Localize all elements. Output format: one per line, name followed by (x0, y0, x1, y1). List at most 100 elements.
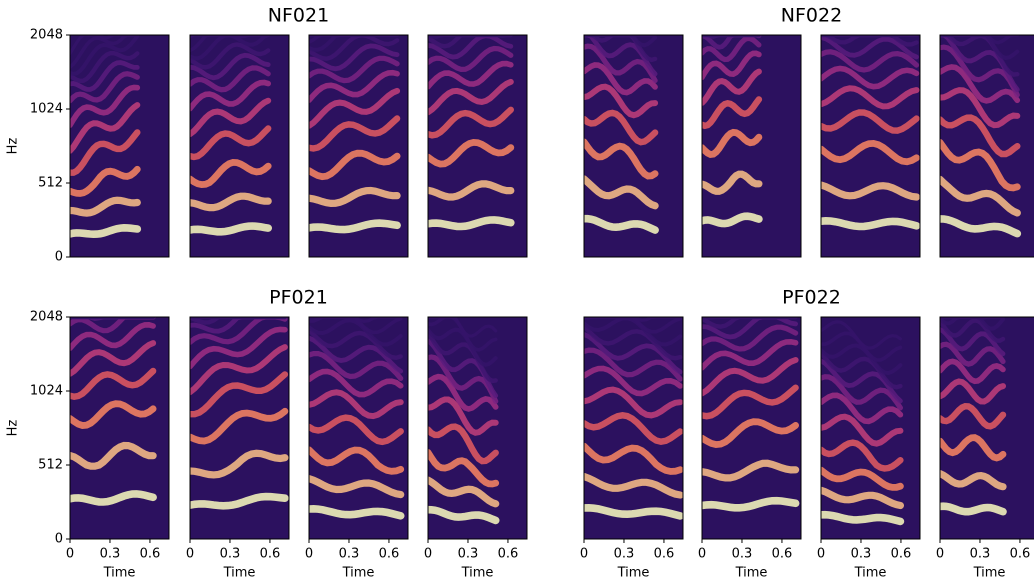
spectrogram-band (702, 50, 762, 81)
spectrogram-band (428, 423, 499, 465)
spectrogram-band (428, 396, 499, 436)
spectrogram-band (70, 71, 140, 104)
spectrogram-band (190, 449, 289, 479)
spectrogram-band (428, 373, 499, 412)
spectrogram-band (940, 402, 1007, 430)
x-tick-label: 0.3 (458, 547, 479, 562)
x-tick-label: 0 (186, 547, 194, 562)
spectrogram-band (940, 175, 1021, 217)
spectrogram-band (190, 344, 288, 396)
spectrogram-band (70, 60, 140, 92)
spectrogram-band (702, 128, 763, 159)
spectrogram-band (821, 181, 920, 201)
spectrogram-band (428, 60, 514, 90)
spectrogram (70, 317, 169, 539)
spectrogram-band (70, 367, 157, 400)
spectrogram-band (821, 49, 920, 73)
y-tick-label: 2048 (30, 28, 63, 43)
spectrogram-band (190, 371, 289, 418)
axes-frame (701, 316, 802, 540)
x-tick-label: 0.6 (140, 547, 161, 562)
spectrogram-band (428, 330, 498, 384)
x-axis-label: Time (735, 566, 768, 581)
spectrogram-band (70, 321, 156, 351)
x-tick-label: 0.6 (654, 547, 675, 562)
spectrogram-band (309, 368, 404, 398)
spectrogram-band (428, 138, 515, 168)
spectrogram-band (940, 215, 1022, 238)
spectrogram-band (584, 386, 683, 419)
spectrogram-band (309, 351, 404, 381)
x-tick-label: 0.3 (614, 547, 635, 562)
spectrogram-band (584, 503, 683, 520)
x-tick-label: 0.3 (100, 547, 121, 562)
spectrogram-band (584, 442, 683, 475)
spectrogram-band (821, 413, 904, 447)
spectrogram-band (940, 327, 1006, 357)
spectrogram-band (428, 354, 499, 404)
spectrogram-band (940, 502, 1007, 516)
spectrogram-band (309, 55, 400, 84)
x-axis-label: Time (854, 566, 887, 581)
spectrogram-band (309, 318, 403, 347)
spectrogram (309, 317, 408, 539)
spectrogram-band (821, 109, 920, 134)
spectrogram-band (309, 328, 403, 361)
spectrogram-band (940, 317, 1005, 331)
spectrogram-band (428, 449, 500, 488)
spectrogram-band (702, 459, 800, 482)
spectrogram-band (309, 389, 404, 420)
spectrogram (702, 35, 801, 257)
x-axis-label: Time (461, 566, 494, 581)
x-tick-label: 0.3 (732, 547, 753, 562)
spectrogram-band (428, 45, 514, 73)
chart-title: PF022 (782, 287, 841, 309)
chart-title: PF021 (269, 287, 328, 309)
spectrogram-band (309, 87, 401, 129)
spectrogram-band (309, 414, 404, 446)
x-tick-label: 0.3 (970, 547, 991, 562)
y-axis-label: Hz (6, 138, 21, 155)
axes-frame (583, 316, 684, 540)
spectrogram-band (702, 357, 799, 397)
axes-frame (939, 316, 1034, 540)
spectrogram-band (940, 35, 1020, 45)
x-tick-label: 0.3 (220, 547, 241, 562)
x-tick-label: 0.6 (260, 547, 281, 562)
spectrogram-band (821, 510, 905, 526)
spectrogram-band (70, 84, 141, 128)
spectrogram-band (309, 149, 401, 181)
spectrogram-band (821, 392, 904, 425)
spectrogram-band (584, 365, 683, 397)
spectrogram-band (428, 476, 500, 508)
spectrogram-band (940, 64, 1021, 104)
x-axis-label: Time (973, 566, 1006, 581)
spectrogram (821, 317, 920, 539)
spectrogram-band (821, 139, 920, 166)
spectrogram-band (190, 192, 272, 212)
spectrogram (309, 35, 408, 257)
x-axis-label: Time (342, 566, 375, 581)
spectrogram-band (702, 170, 763, 195)
spectrogram-band (428, 35, 514, 60)
spectrogram-band (190, 125, 272, 161)
spectrogram-band (70, 51, 140, 84)
axes-frame (427, 316, 528, 540)
spectrogram-band (70, 165, 141, 197)
spectrogram-band (70, 340, 157, 377)
spectrogram-band (309, 219, 401, 234)
spectrogram-band (940, 341, 1006, 367)
spectrogram-band (940, 114, 1021, 158)
spectrogram-band (821, 35, 919, 60)
chart-title: NF021 (268, 5, 329, 27)
spectrogram-band (584, 83, 659, 119)
spectrogram-band (821, 374, 903, 411)
y-axis-label: Hz (6, 420, 21, 437)
spectrogram-band (190, 35, 270, 53)
spectrogram-band (190, 42, 271, 70)
spectrogram-band (70, 490, 157, 506)
spectrogram-band (821, 343, 903, 376)
x-tick-label: 0.6 (1010, 547, 1031, 562)
spectrogram (821, 35, 920, 257)
